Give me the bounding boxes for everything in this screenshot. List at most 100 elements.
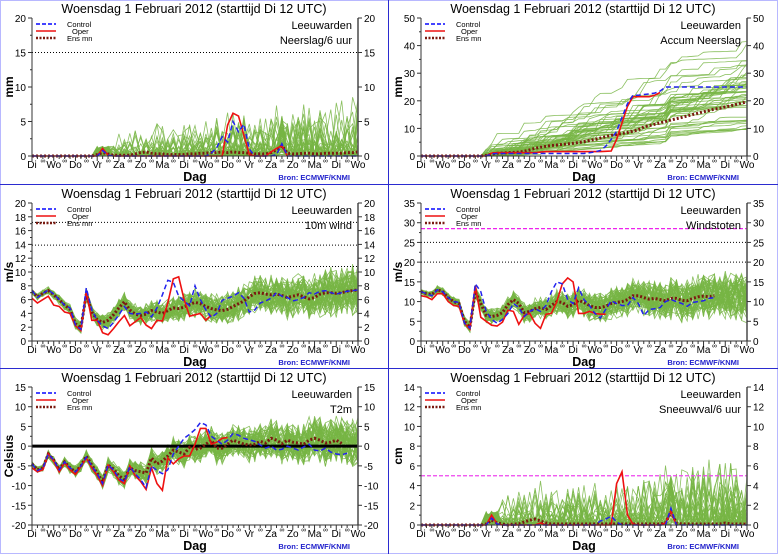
y-tick-label-left: 20 [15,199,27,210]
source-label: Bron: ECMWF/KNMI [278,358,350,367]
x-midday-marker: ∞ [429,527,434,534]
panel-separator-horizontal-2 [0,368,778,369]
legend-label: Control [67,389,92,398]
source-label: Bron: ECMWF/KNMI [278,173,350,182]
x-day-label: Wo [46,529,61,540]
x-day-label: Wo [198,529,213,540]
x-day-label: Wo [587,160,602,171]
x-day-label: Ma [544,529,558,540]
y-tick-label-left: 5 [409,317,415,328]
x-midday-marker: ∞ [603,527,608,534]
legend-label: Oper [72,396,89,405]
x-axis-label: Dag [572,170,596,184]
x-day-label: Ma [308,160,322,171]
y-tick-label-left: -5 [17,462,26,473]
x-day-label: Zo [676,160,688,171]
station-name: Leeuwarden [291,20,352,32]
variable-name: T2m [330,404,352,416]
y-tick-label-right: 16 [364,227,376,238]
y-tick-label-left: 4 [409,482,415,493]
y-tick-label-left: 12 [15,254,27,265]
x-day-label: Wo [198,345,213,356]
y-tick-label-right: 6 [364,296,370,307]
x-day-label: Do [610,529,623,540]
x-midday-marker: ∞ [538,158,543,165]
x-midday-marker: ∞ [236,527,241,534]
y-tick-label-right: 10 [753,422,765,433]
y-tick-label-right: 12 [364,254,376,265]
ensemble-member-line [421,459,748,526]
x-midday-marker: ∞ [647,343,652,350]
x-midday-marker: ∞ [193,343,198,350]
x-midday-marker: ∞ [106,343,111,350]
y-tick-label-left: 10 [15,268,27,279]
x-day-label: Ma [697,160,711,171]
y-tick-label-left: 40 [404,42,416,53]
x-axis-label: Dag [183,355,207,369]
station-name: Leeuwarden [680,389,741,401]
y-tick-label-left: 0 [409,521,415,532]
y-tick-label-left: 10 [15,83,27,94]
x-midday-marker: ∞ [647,527,652,534]
x-midday-marker: ∞ [62,158,67,165]
x-day-label: Wo [46,345,61,356]
x-midday-marker: ∞ [149,343,154,350]
y-axis-label: cm [391,447,405,464]
x-day-label: Do [69,529,82,540]
station-name: Leeuwarden [680,205,741,217]
x-midday-marker: ∞ [193,527,198,534]
x-midday-marker: ∞ [40,527,45,534]
y-tick-label-right: 10 [364,403,376,414]
y-tick-label-left: 10 [404,422,416,433]
x-midday-marker: ∞ [62,343,67,350]
y-tick-label-left: -15 [12,501,27,512]
x-day-label: Zo [676,529,688,540]
series-line-ens-mn [32,143,359,158]
chart-wind-gusts: Woensdag 1 Februari 2012 (starttijd Di 1… [391,187,765,369]
series-line-control [31,279,359,331]
station-name: Leeuwarden [291,205,352,217]
x-day-label: Wo [351,345,366,356]
x-day-label: Ma [155,160,169,171]
x-midday-marker: ∞ [734,343,739,350]
x-day-label: Za [654,529,666,540]
x-day-label: Za [654,345,666,356]
x-day-label: Di [27,529,36,540]
x-midday-marker: ∞ [62,527,67,534]
panel-wind-gusts: Woensdag 1 Februari 2012 (starttijd Di 1… [389,185,777,369]
x-day-label: Wo [46,160,61,171]
legend-label: Ens mn [67,34,92,43]
y-tick-label-right: 25 [753,238,765,249]
y-tick-label-left: 20 [404,258,416,269]
x-midday-marker: ∞ [171,343,176,350]
y-tick-label-left: 14 [15,240,27,251]
legend-label: Control [456,205,481,214]
y-tick-label-left: 0 [20,152,26,163]
x-day-label: Vr [92,345,102,356]
y-axis-label: m/s [2,261,16,282]
x-midday-marker: ∞ [560,343,565,350]
legend-label: Oper [72,212,89,221]
x-day-label: Zo [135,529,147,540]
y-tick-label-right: -5 [364,462,373,473]
x-day-label: Di [179,529,188,540]
x-midday-marker: ∞ [734,527,739,534]
x-day-label: Za [265,160,277,171]
variable-name: Windstoten [686,220,741,232]
y-tick-label-left: 0 [20,337,26,348]
y-tick-label-right: 18 [364,213,376,224]
x-midday-marker: ∞ [538,527,543,534]
x-day-label: Zo [287,529,299,540]
x-axis-label: Dag [183,170,207,184]
x-day-label: Wo [740,345,755,356]
y-tick-label-left: 6 [20,296,26,307]
y-tick-label-left: 18 [15,213,27,224]
x-midday-marker: ∞ [214,343,219,350]
legend-label: Oper [461,396,478,405]
y-tick-label-right: 0 [364,442,370,453]
y-tick-label-right: 15 [364,383,376,394]
x-midday-marker: ∞ [625,343,630,350]
